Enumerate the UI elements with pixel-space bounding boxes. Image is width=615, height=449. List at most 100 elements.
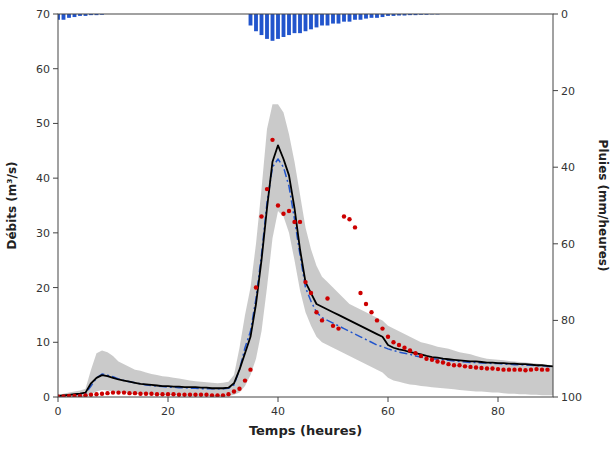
rain-bar — [375, 14, 379, 18]
observed-point — [457, 363, 461, 367]
observed-point — [210, 393, 214, 397]
observed-point — [468, 365, 472, 369]
observed-point — [105, 391, 109, 395]
rain-bar — [342, 14, 346, 22]
y-tick — [53, 397, 58, 398]
observed-point — [111, 390, 115, 394]
observed-point — [281, 212, 285, 216]
plot-area — [58, 14, 553, 397]
observed-point — [276, 203, 280, 207]
observed-point — [94, 392, 98, 396]
observed-point — [226, 392, 230, 396]
y2-tick-label: 60 — [561, 238, 575, 251]
observed-point — [496, 367, 500, 371]
observed-point — [380, 326, 384, 330]
y-tick — [53, 14, 58, 15]
observed-point — [149, 392, 153, 396]
observed-point — [232, 389, 236, 393]
y-tick — [53, 123, 58, 124]
observed-point — [188, 393, 192, 397]
y2-tick — [553, 397, 558, 398]
observed-point — [248, 367, 252, 371]
y-tick-label: 20 — [36, 282, 50, 295]
rain-bar — [249, 14, 253, 25]
observed-point — [254, 285, 258, 289]
y2-tick — [553, 167, 558, 168]
data-layer — [58, 14, 553, 397]
observed-point — [402, 346, 406, 350]
observed-point — [89, 393, 93, 397]
observed-point — [237, 387, 241, 391]
observed-point — [292, 220, 296, 224]
observed-point — [314, 310, 318, 314]
rain-bar — [287, 14, 291, 35]
observed-point — [353, 225, 357, 229]
x-axis-label: Temps (heures) — [249, 423, 362, 438]
observed-point — [424, 357, 428, 361]
observed-point — [144, 392, 148, 396]
rain-bar — [293, 14, 297, 33]
y-tick-label: 0 — [43, 391, 50, 404]
observed-point — [177, 393, 181, 397]
observed-point — [160, 392, 164, 396]
x-tick-label: 40 — [271, 405, 285, 418]
rain-bar — [353, 14, 357, 20]
observed-point — [133, 391, 137, 395]
observed-point — [320, 318, 324, 322]
observed-point — [259, 214, 263, 218]
observed-point — [441, 360, 445, 364]
y2-tick — [553, 90, 558, 91]
observed-point — [309, 291, 313, 295]
observed-point — [243, 378, 247, 382]
observed-point — [325, 296, 329, 300]
y-tick — [53, 68, 58, 69]
observed-point — [474, 365, 478, 369]
rain-bar — [298, 14, 302, 33]
x-tick-label: 60 — [381, 405, 395, 418]
observed-point — [138, 392, 142, 396]
observed-point — [171, 392, 175, 396]
chart: 020406080010203040506070020406080100Temp… — [0, 0, 615, 449]
observed-point — [463, 364, 467, 368]
observed-point — [545, 367, 549, 371]
rain-bar — [348, 14, 352, 22]
observed-point — [435, 359, 439, 363]
y-axis-label: Débits (m³/s) — [5, 161, 19, 249]
axes: 020406080010203040506070020406080100 — [36, 8, 582, 418]
y2-tick-label: 100 — [561, 391, 582, 404]
observed-point — [116, 390, 120, 394]
x-tick — [58, 397, 59, 402]
observed-point — [364, 302, 368, 306]
rain-bar — [304, 14, 308, 31]
observed-point — [430, 358, 434, 362]
x-tick-label: 80 — [491, 405, 505, 418]
x-tick — [388, 397, 389, 402]
plot-frame — [58, 14, 553, 397]
observed-point — [193, 393, 197, 397]
observed-point — [221, 393, 225, 397]
observed-point — [534, 367, 538, 371]
observed-point — [347, 217, 351, 221]
observed-point — [518, 367, 522, 371]
observed-point — [452, 363, 456, 367]
rain-bar — [315, 14, 319, 27]
rain-bar — [364, 14, 368, 19]
y-tick-label: 70 — [36, 8, 50, 21]
observed-point — [215, 393, 219, 397]
x-tick — [168, 397, 169, 402]
observed-point — [507, 367, 511, 371]
observed-point — [303, 280, 307, 284]
observed-point — [408, 348, 412, 352]
y2-tick-label: 0 — [561, 8, 568, 21]
observed-point — [270, 138, 274, 142]
observed-point — [122, 390, 126, 394]
observed-point — [485, 366, 489, 370]
y2-tick — [553, 14, 558, 15]
observed-point — [540, 367, 544, 371]
x-tick — [498, 397, 499, 402]
rain-bar — [67, 14, 71, 18]
observed-point — [512, 367, 516, 371]
observed-point — [265, 187, 269, 191]
rain-bar — [254, 14, 258, 31]
x-tick — [278, 397, 279, 402]
